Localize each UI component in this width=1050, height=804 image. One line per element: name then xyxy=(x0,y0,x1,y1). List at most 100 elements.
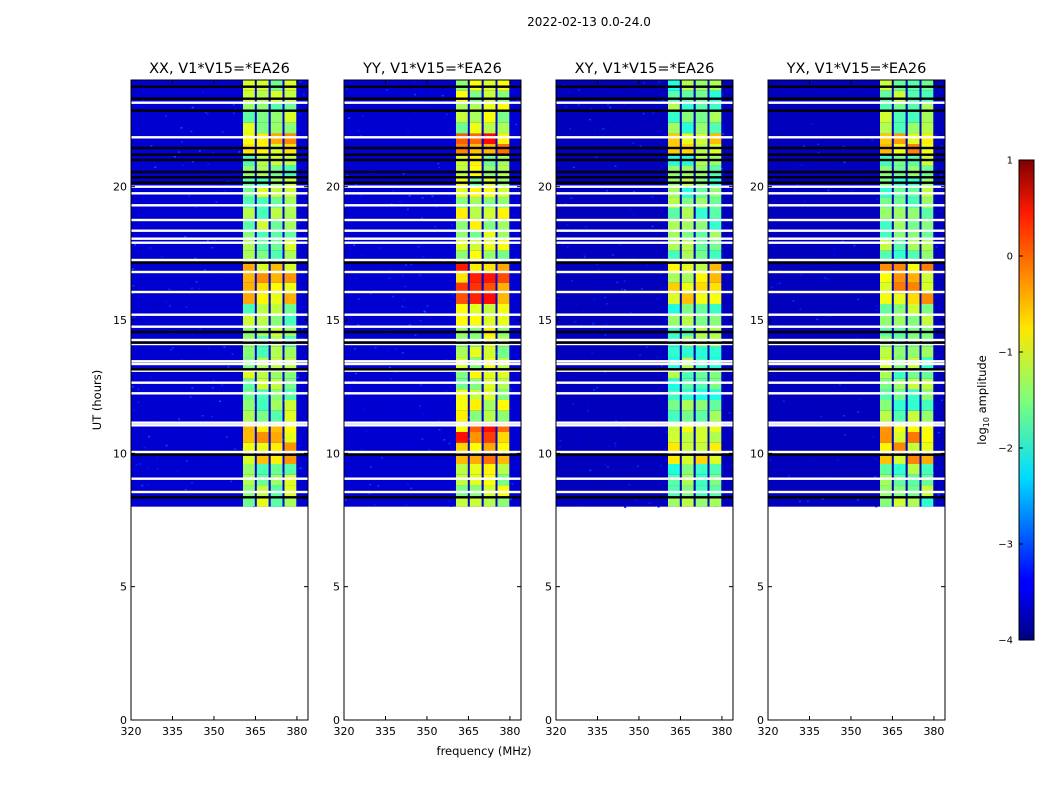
noise-cell xyxy=(429,395,432,397)
noise-cell xyxy=(728,412,731,414)
rfi-cell xyxy=(695,101,708,112)
rfi-cell xyxy=(483,485,496,496)
rfi-cell xyxy=(469,304,482,315)
noise-cell xyxy=(373,120,376,122)
noise-cell xyxy=(839,91,842,94)
noise-cell xyxy=(518,386,521,388)
noise-cell xyxy=(816,235,819,238)
rfi-cell xyxy=(893,346,906,358)
noise-cell xyxy=(414,334,417,336)
rfi-cell xyxy=(893,80,906,91)
noise-cell xyxy=(357,232,360,234)
noise-cell xyxy=(769,120,772,123)
noise-cell xyxy=(559,439,562,442)
noise-cell xyxy=(803,267,806,269)
rfi-cell xyxy=(284,346,297,358)
noise-cell xyxy=(390,378,393,380)
flagged-row xyxy=(768,453,945,456)
noise-cell xyxy=(151,345,154,348)
rfi-cell xyxy=(709,432,722,443)
noise-cell xyxy=(642,460,645,463)
noise-cell xyxy=(147,467,149,469)
noise-cell xyxy=(425,113,428,116)
y-tick-label: 5 xyxy=(333,581,340,594)
x-tick-label: 335 xyxy=(162,725,183,738)
rfi-cell xyxy=(893,122,906,134)
rfi-cell xyxy=(907,314,920,326)
rfi-cell xyxy=(483,432,496,443)
rfi-cell xyxy=(243,144,255,155)
flagged-row xyxy=(131,109,308,112)
noise-cell xyxy=(451,301,454,304)
rfi-cell xyxy=(907,282,920,294)
noise-cell xyxy=(405,462,408,465)
noise-cell xyxy=(209,227,212,229)
blank-row xyxy=(344,229,521,232)
noise-cell xyxy=(175,151,178,154)
noise-cell xyxy=(187,195,190,197)
noise-cell xyxy=(937,493,940,496)
rfi-cell xyxy=(880,442,892,454)
noise-cell xyxy=(180,287,183,289)
noise-cell xyxy=(357,245,360,248)
noise-cell xyxy=(597,105,600,108)
noise-cell xyxy=(405,504,407,506)
rfi-cell xyxy=(709,101,722,112)
noise-cell xyxy=(849,235,852,237)
noise-cell xyxy=(156,456,159,459)
noise-cell xyxy=(575,303,578,305)
rfi-cell xyxy=(880,485,892,496)
noise-cell xyxy=(212,248,215,250)
blank-row xyxy=(344,362,521,366)
blank-row xyxy=(556,392,733,395)
rfi-cell xyxy=(695,112,708,123)
rfi-cell xyxy=(668,421,680,432)
rfi-cell xyxy=(893,325,906,336)
rfi-cell xyxy=(483,304,496,315)
noise-cell xyxy=(582,310,585,312)
noise-cell xyxy=(143,99,146,102)
noise-cell xyxy=(218,276,221,278)
noise-cell xyxy=(204,120,207,122)
blank-row xyxy=(768,325,945,328)
noise-cell xyxy=(865,112,868,115)
rfi-cell xyxy=(456,389,468,400)
rfi-cell xyxy=(907,410,920,422)
rfi-cell xyxy=(456,208,468,219)
rfi-cell xyxy=(270,122,283,134)
noise-cell xyxy=(417,245,420,248)
noise-cell xyxy=(786,479,789,481)
noise-cell xyxy=(812,151,815,153)
noise-cell xyxy=(345,213,348,215)
rfi-cell xyxy=(243,261,255,272)
rfi-cell xyxy=(668,336,680,347)
rfi-cell xyxy=(668,400,680,411)
noise-cell xyxy=(410,289,413,291)
panel-title: XY, V1*V15=*EA26 xyxy=(575,61,715,77)
noise-cell xyxy=(176,469,179,472)
noise-cell xyxy=(360,448,363,451)
rfi-cell xyxy=(921,218,934,230)
noise-cell xyxy=(234,440,237,442)
noise-cell xyxy=(647,399,650,401)
noise-cell xyxy=(643,309,646,312)
noise-cell xyxy=(632,439,635,441)
rfi-cell xyxy=(880,378,892,390)
noise-cell xyxy=(936,446,939,448)
noise-cell xyxy=(376,465,379,468)
rfi-cell xyxy=(695,464,708,475)
rfi-cell xyxy=(456,229,468,240)
noise-cell xyxy=(196,251,199,254)
noise-cell xyxy=(577,89,580,91)
noise-cell xyxy=(627,125,630,128)
noise-cell xyxy=(210,416,213,418)
rfi-cell xyxy=(709,240,722,251)
noise-cell xyxy=(404,306,407,309)
noise-cell xyxy=(385,89,388,91)
rfi-cell xyxy=(921,453,934,464)
rfi-cell xyxy=(880,336,892,347)
noise-cell xyxy=(233,448,236,450)
flagged-row xyxy=(768,85,945,88)
noise-cell xyxy=(195,281,198,283)
rfi-cell xyxy=(243,80,255,91)
